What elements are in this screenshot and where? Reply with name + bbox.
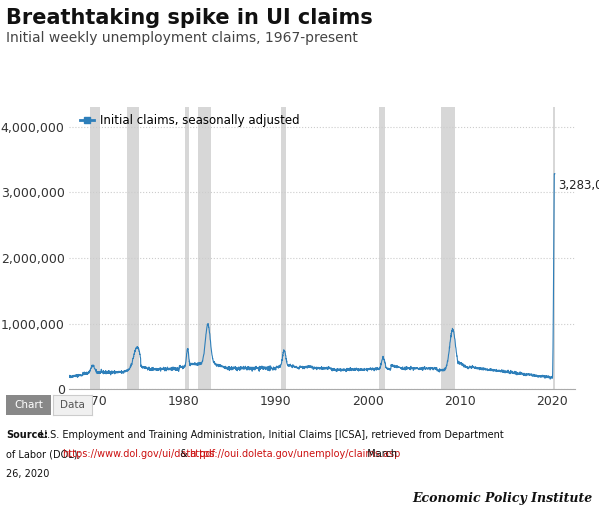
Text: Economic Policy Institute: Economic Policy Institute	[413, 492, 593, 505]
Bar	[90, 107, 101, 389]
Bar	[186, 107, 189, 389]
Text: Breathtaking spike in UI claims: Breathtaking spike in UI claims	[6, 8, 373, 27]
Text: Initial weekly unemployment claims, 1967-present: Initial weekly unemployment claims, 1967…	[6, 31, 358, 45]
Bar	[198, 107, 211, 389]
Bar	[127, 107, 140, 389]
Text: 26, 2020: 26, 2020	[6, 469, 49, 479]
Text: Chart: Chart	[14, 400, 43, 410]
Text: March: March	[361, 449, 397, 460]
Text: of Labor (DOL);: of Labor (DOL);	[6, 449, 84, 460]
Text: 3,283,000: 3,283,000	[558, 179, 599, 192]
Text: Data: Data	[60, 400, 84, 410]
Text: https://www.dol.gov/ui/data.pdf: https://www.dol.gov/ui/data.pdf	[62, 449, 215, 460]
Bar	[553, 107, 555, 389]
Legend: Initial claims, seasonally adjusted: Initial claims, seasonally adjusted	[80, 114, 300, 127]
Bar	[280, 107, 286, 389]
Bar	[441, 107, 455, 389]
Text: https://oui.doleta.gov/unemploy/claims.asp: https://oui.doleta.gov/unemploy/claims.a…	[189, 449, 400, 460]
Bar	[379, 107, 385, 389]
Text: U.S. Employment and Training Administration, Initial Claims [ICSA], retrieved fr: U.S. Employment and Training Administrat…	[40, 430, 504, 440]
Text: Source:: Source:	[6, 430, 48, 440]
Text: &: &	[177, 449, 190, 460]
